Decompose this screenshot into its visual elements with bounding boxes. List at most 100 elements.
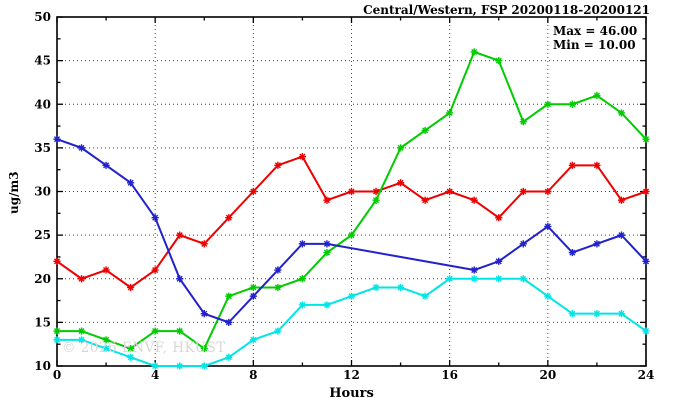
station-cyan-marker bbox=[102, 344, 110, 353]
y-tick-label: 40 bbox=[34, 97, 51, 111]
station-blue-marker bbox=[53, 135, 61, 143]
station-cyan-marker bbox=[200, 362, 208, 370]
station-green-marker bbox=[176, 327, 184, 335]
station-cyan-marker bbox=[298, 301, 307, 309]
station-green-marker bbox=[593, 91, 601, 100]
legend-min-value: Min = 10.00 bbox=[553, 37, 636, 52]
chart-title: Central/Western, FSP 20200118-20200121 bbox=[363, 3, 650, 17]
station-blue-marker bbox=[200, 310, 208, 318]
x-tick-label: 16 bbox=[441, 368, 458, 382]
station-red-marker bbox=[446, 187, 454, 196]
station-red-marker bbox=[323, 196, 331, 204]
station-red-marker bbox=[470, 196, 478, 204]
station-cyan-marker bbox=[127, 353, 135, 361]
x-tick-label: 12 bbox=[343, 368, 360, 382]
y-tick-label: 30 bbox=[34, 185, 51, 199]
legend-max-value: Max = 46.00 bbox=[553, 24, 638, 38]
station-green-marker bbox=[519, 118, 527, 126]
station-red-marker bbox=[642, 187, 650, 196]
station-blue-marker bbox=[151, 214, 159, 222]
station-blue-marker bbox=[519, 240, 527, 248]
station-blue-marker bbox=[225, 318, 233, 326]
legend-box: Max = 46.00 Min = 10.00 bbox=[553, 24, 638, 52]
station-green-marker bbox=[298, 275, 307, 283]
station-red-marker bbox=[544, 187, 552, 196]
station-red-marker bbox=[53, 257, 61, 265]
station-green-marker bbox=[642, 135, 650, 143]
station-blue-marker bbox=[176, 275, 184, 283]
station-cyan-marker bbox=[176, 362, 184, 370]
station-cyan-marker bbox=[544, 292, 552, 300]
station-blue-marker bbox=[77, 144, 86, 152]
station-cyan-marker bbox=[347, 292, 356, 300]
station-red-marker bbox=[396, 179, 405, 187]
y-tick-label: 25 bbox=[34, 228, 51, 242]
station-cyan-marker bbox=[446, 275, 454, 283]
y-tick-label: 15 bbox=[34, 315, 51, 329]
station-red-marker bbox=[519, 187, 527, 196]
station-green-marker bbox=[421, 126, 429, 135]
station-cyan-marker bbox=[642, 327, 650, 335]
station-blue-marker bbox=[298, 240, 307, 248]
station-cyan-marker bbox=[617, 310, 626, 318]
station-blue-marker bbox=[323, 240, 331, 248]
station-cyan-marker bbox=[421, 292, 429, 300]
station-red-line bbox=[56, 155, 647, 289]
station-green-marker bbox=[470, 48, 478, 56]
station-red-marker bbox=[347, 187, 356, 196]
station-red-marker bbox=[274, 161, 282, 169]
station-green-marker bbox=[151, 327, 159, 335]
station-cyan-marker bbox=[470, 275, 478, 283]
station-blue-marker bbox=[544, 222, 552, 230]
station-blue-marker bbox=[249, 292, 257, 300]
x-tick-label: 20 bbox=[539, 368, 556, 382]
station-red-marker bbox=[495, 214, 503, 222]
station-green-marker bbox=[347, 231, 356, 239]
station-green-marker bbox=[446, 109, 454, 117]
station-green-marker bbox=[396, 144, 405, 152]
station-blue-marker bbox=[617, 231, 626, 239]
station-red-marker bbox=[617, 196, 626, 204]
station-cyan-marker bbox=[53, 336, 61, 344]
station-blue-line bbox=[56, 138, 647, 324]
station-blue-marker bbox=[127, 179, 135, 187]
station-blue-marker bbox=[593, 240, 601, 248]
station-green-marker bbox=[249, 283, 257, 292]
station-cyan-marker bbox=[495, 275, 503, 283]
station-cyan-marker bbox=[225, 353, 233, 361]
x-tick-label: 8 bbox=[249, 368, 257, 382]
station-red-marker bbox=[102, 266, 110, 274]
y-tick-label: 20 bbox=[34, 272, 51, 286]
station-cyan-marker bbox=[77, 336, 86, 344]
station-cyan-marker bbox=[323, 301, 331, 309]
station-red-marker bbox=[127, 283, 135, 292]
y-tick-label: 50 bbox=[34, 10, 51, 24]
station-green-marker bbox=[127, 344, 135, 353]
station-blue-marker bbox=[568, 248, 576, 257]
station-green-marker bbox=[225, 292, 233, 300]
station-green-marker bbox=[544, 100, 552, 108]
station-green-marker bbox=[617, 109, 626, 117]
station-cyan-marker bbox=[519, 275, 527, 283]
station-green-marker bbox=[102, 336, 110, 344]
station-blue-marker bbox=[495, 257, 503, 265]
station-cyan-marker bbox=[396, 283, 405, 292]
station-red-marker bbox=[225, 214, 233, 222]
station-blue-marker bbox=[274, 266, 282, 274]
station-red-marker bbox=[77, 275, 86, 283]
station-red-marker bbox=[568, 161, 576, 169]
station-green-marker bbox=[274, 283, 282, 292]
station-green-marker bbox=[495, 57, 503, 65]
station-red-marker bbox=[372, 187, 380, 196]
station-green-marker bbox=[568, 100, 576, 108]
y-tick-label: 45 bbox=[34, 54, 51, 68]
station-red-marker bbox=[151, 266, 159, 274]
station-red-marker bbox=[249, 187, 257, 196]
station-green-marker bbox=[323, 248, 331, 257]
station-cyan-marker bbox=[249, 336, 257, 344]
station-red-marker bbox=[298, 153, 307, 161]
station-blue-marker bbox=[102, 161, 110, 169]
y-tick-label: 10 bbox=[34, 359, 51, 373]
station-blue-marker bbox=[470, 266, 478, 274]
